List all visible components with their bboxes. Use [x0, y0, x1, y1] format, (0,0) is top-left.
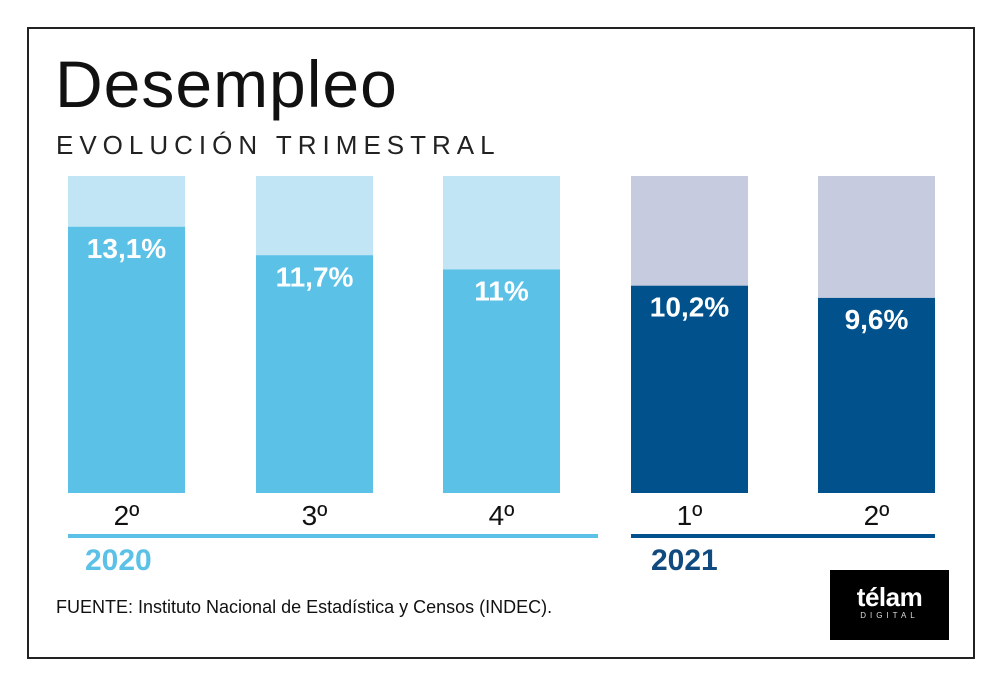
bar — [818, 297, 935, 493]
bar — [443, 269, 560, 493]
bar — [631, 285, 748, 493]
source-note: FUENTE: Instituto Nacional de Estadístic… — [56, 597, 553, 617]
logo-wordmark: télam — [856, 582, 923, 612]
quarter-tick-label: 4º — [489, 500, 515, 531]
bar-value-label: 13,1% — [87, 233, 166, 264]
year-label: 2020 — [85, 544, 152, 577]
year-group-line — [631, 534, 935, 538]
quarter-tick-label: 2º — [114, 500, 140, 531]
bar-value-label: 11,7% — [276, 261, 354, 292]
year-group-line — [68, 534, 598, 538]
bar-value-label: 11% — [474, 275, 529, 306]
bar-value-label: 9,6% — [845, 304, 909, 335]
quarter-tick-label: 2º — [864, 500, 890, 531]
chart-subtitle: EVOLUCIÓN TRIMESTRAL — [56, 130, 501, 160]
bar — [68, 226, 185, 494]
quarter-tick-label: 1º — [677, 500, 703, 531]
logo-subtext: DIGITAL — [860, 611, 919, 620]
bar — [256, 255, 373, 493]
chart-title: Desempleo — [55, 47, 398, 121]
chart-frame — [27, 27, 975, 659]
year-label: 2021 — [651, 544, 718, 577]
quarter-tick-label: 3º — [302, 500, 328, 531]
telam-logo: télam DIGITAL — [830, 570, 949, 640]
bar-value-label: 10,2% — [650, 292, 729, 323]
